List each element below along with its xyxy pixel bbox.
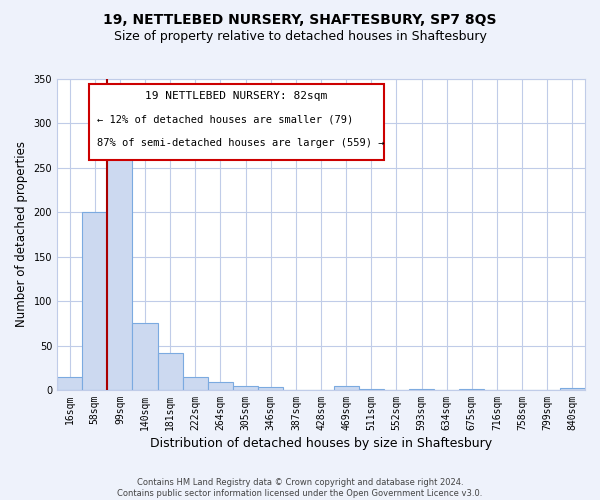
Bar xyxy=(208,382,233,390)
Bar xyxy=(459,389,484,390)
Bar xyxy=(409,389,434,390)
Bar xyxy=(57,376,82,390)
Y-axis label: Number of detached properties: Number of detached properties xyxy=(15,142,28,328)
Text: ← 12% of detached houses are smaller (79): ← 12% of detached houses are smaller (79… xyxy=(97,115,353,125)
Bar xyxy=(82,212,107,390)
Bar xyxy=(107,143,133,390)
Bar xyxy=(158,352,183,390)
Text: Size of property relative to detached houses in Shaftesbury: Size of property relative to detached ho… xyxy=(113,30,487,43)
Text: Contains HM Land Registry data © Crown copyright and database right 2024.
Contai: Contains HM Land Registry data © Crown c… xyxy=(118,478,482,498)
Bar xyxy=(133,324,158,390)
Text: 87% of semi-detached houses are larger (559) →: 87% of semi-detached houses are larger (… xyxy=(97,138,384,148)
Text: 19, NETTLEBED NURSERY, SHAFTESBURY, SP7 8QS: 19, NETTLEBED NURSERY, SHAFTESBURY, SP7 … xyxy=(103,12,497,26)
Text: 19 NETTLEBED NURSERY: 82sqm: 19 NETTLEBED NURSERY: 82sqm xyxy=(145,92,328,102)
Bar xyxy=(233,386,258,390)
Bar xyxy=(334,386,359,390)
Bar xyxy=(359,389,384,390)
Bar xyxy=(560,388,585,390)
Bar xyxy=(183,376,208,390)
Bar xyxy=(258,388,283,390)
X-axis label: Distribution of detached houses by size in Shaftesbury: Distribution of detached houses by size … xyxy=(150,437,492,450)
FancyBboxPatch shape xyxy=(89,84,385,160)
